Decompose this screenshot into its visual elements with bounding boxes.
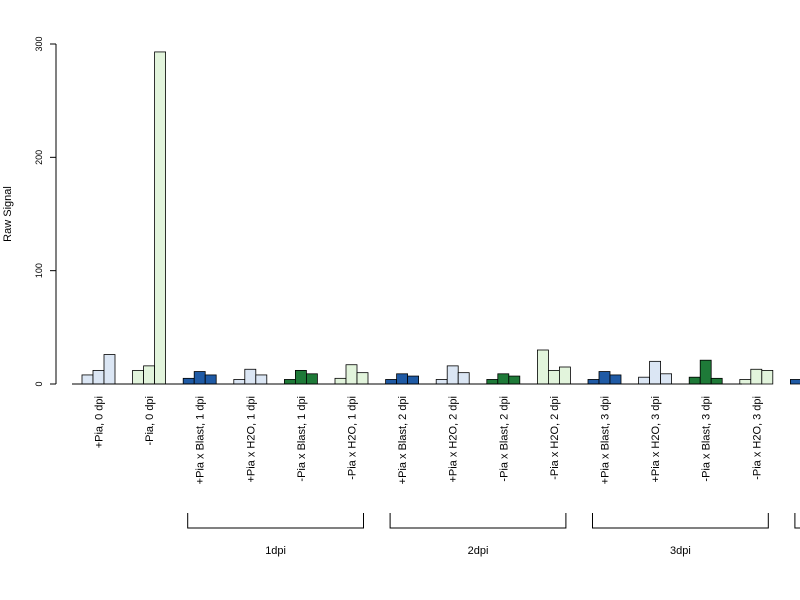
bar xyxy=(92,369,105,385)
x-tick-label: -Pia x Blast, 3 dpi xyxy=(701,396,713,482)
bar xyxy=(761,369,774,385)
y-tick-label: 200 xyxy=(34,150,44,165)
bar xyxy=(81,374,94,385)
x-tick-label: -Pia x Blast, 2 dpi xyxy=(498,396,510,482)
bar xyxy=(103,354,116,385)
x-tick-label: +Pia x H2O, 3 dpi xyxy=(650,396,662,483)
y-tick-label: 0 xyxy=(34,381,44,386)
bar xyxy=(132,369,145,385)
bar xyxy=(244,368,257,385)
x-tick-label: +Pia, 0 dpi xyxy=(94,396,106,448)
x-tick-label: +Pia x Blast, 3 dpi xyxy=(600,396,612,484)
y-axis-label: Raw Signal xyxy=(2,186,14,242)
bar xyxy=(688,376,701,385)
x-tick-label: +Pia x Blast, 1 dpi xyxy=(195,396,207,484)
bar xyxy=(305,373,318,385)
bar xyxy=(334,377,347,385)
x-tick-label: +Pia x Blast, 2 dpi xyxy=(397,396,409,484)
bar xyxy=(233,379,246,385)
bar xyxy=(790,379,800,385)
group-brackets: 1dpi2dpi3dpi5dpi xyxy=(187,513,800,557)
bar xyxy=(204,374,217,385)
bars xyxy=(81,51,800,385)
bar xyxy=(396,373,409,385)
bar xyxy=(345,364,358,385)
bar xyxy=(385,379,398,385)
x-tick-labels: +Pia, 0 dpi -Pia, 0 dpi +Pia x Blast, 1 dp… xyxy=(94,396,764,484)
group-bracket-label: 2dpi xyxy=(468,545,489,557)
bar xyxy=(283,379,296,385)
group-bracket-label: 3dpi xyxy=(670,545,691,557)
bar xyxy=(710,377,723,385)
bar xyxy=(537,349,549,385)
bar xyxy=(294,369,307,385)
group-bracket xyxy=(592,513,769,529)
y-axis: 0 100 200 300 xyxy=(34,36,57,387)
bar xyxy=(609,374,622,385)
x-tick-label: -Pia x Blast, 1 dpi xyxy=(296,396,308,482)
bar xyxy=(649,360,661,385)
bar xyxy=(457,372,470,385)
y-tick-label: 300 xyxy=(34,36,44,51)
bar xyxy=(486,379,499,385)
bar xyxy=(548,369,560,385)
bar xyxy=(699,359,712,385)
bar xyxy=(193,371,206,385)
bar xyxy=(435,379,448,385)
x-tick-label: +Pia x H2O, 1 dpi xyxy=(245,396,257,483)
bar xyxy=(750,368,763,385)
bar xyxy=(255,374,268,385)
y-tick-label: 100 xyxy=(34,263,44,278)
x-tick-label: +Pia x H2O, 2 dpi xyxy=(448,396,460,483)
group-bracket-label: 1dpi xyxy=(265,545,286,557)
group-bracket xyxy=(389,513,567,529)
bar xyxy=(446,365,459,385)
x-tick-label: -Pia x H2O, 1 dpi xyxy=(347,396,359,480)
bar xyxy=(559,366,571,385)
bar xyxy=(638,376,650,385)
bar xyxy=(598,371,611,385)
group-bracket xyxy=(187,513,364,529)
bar xyxy=(154,51,167,385)
bar xyxy=(508,375,521,385)
x-tick-label: -Pia, 0 dpi xyxy=(144,396,156,446)
x-tick-label: -Pia x H2O, 2 dpi xyxy=(549,396,561,480)
group-bracket xyxy=(794,513,800,529)
bar xyxy=(660,373,672,385)
bar xyxy=(356,372,369,385)
bar xyxy=(587,379,600,385)
bar xyxy=(182,377,195,385)
x-tick-label: -Pia x H2O, 3 dpi xyxy=(751,396,763,480)
bar xyxy=(407,375,420,385)
bar xyxy=(497,373,510,385)
bar xyxy=(143,365,156,385)
bar xyxy=(739,379,752,385)
